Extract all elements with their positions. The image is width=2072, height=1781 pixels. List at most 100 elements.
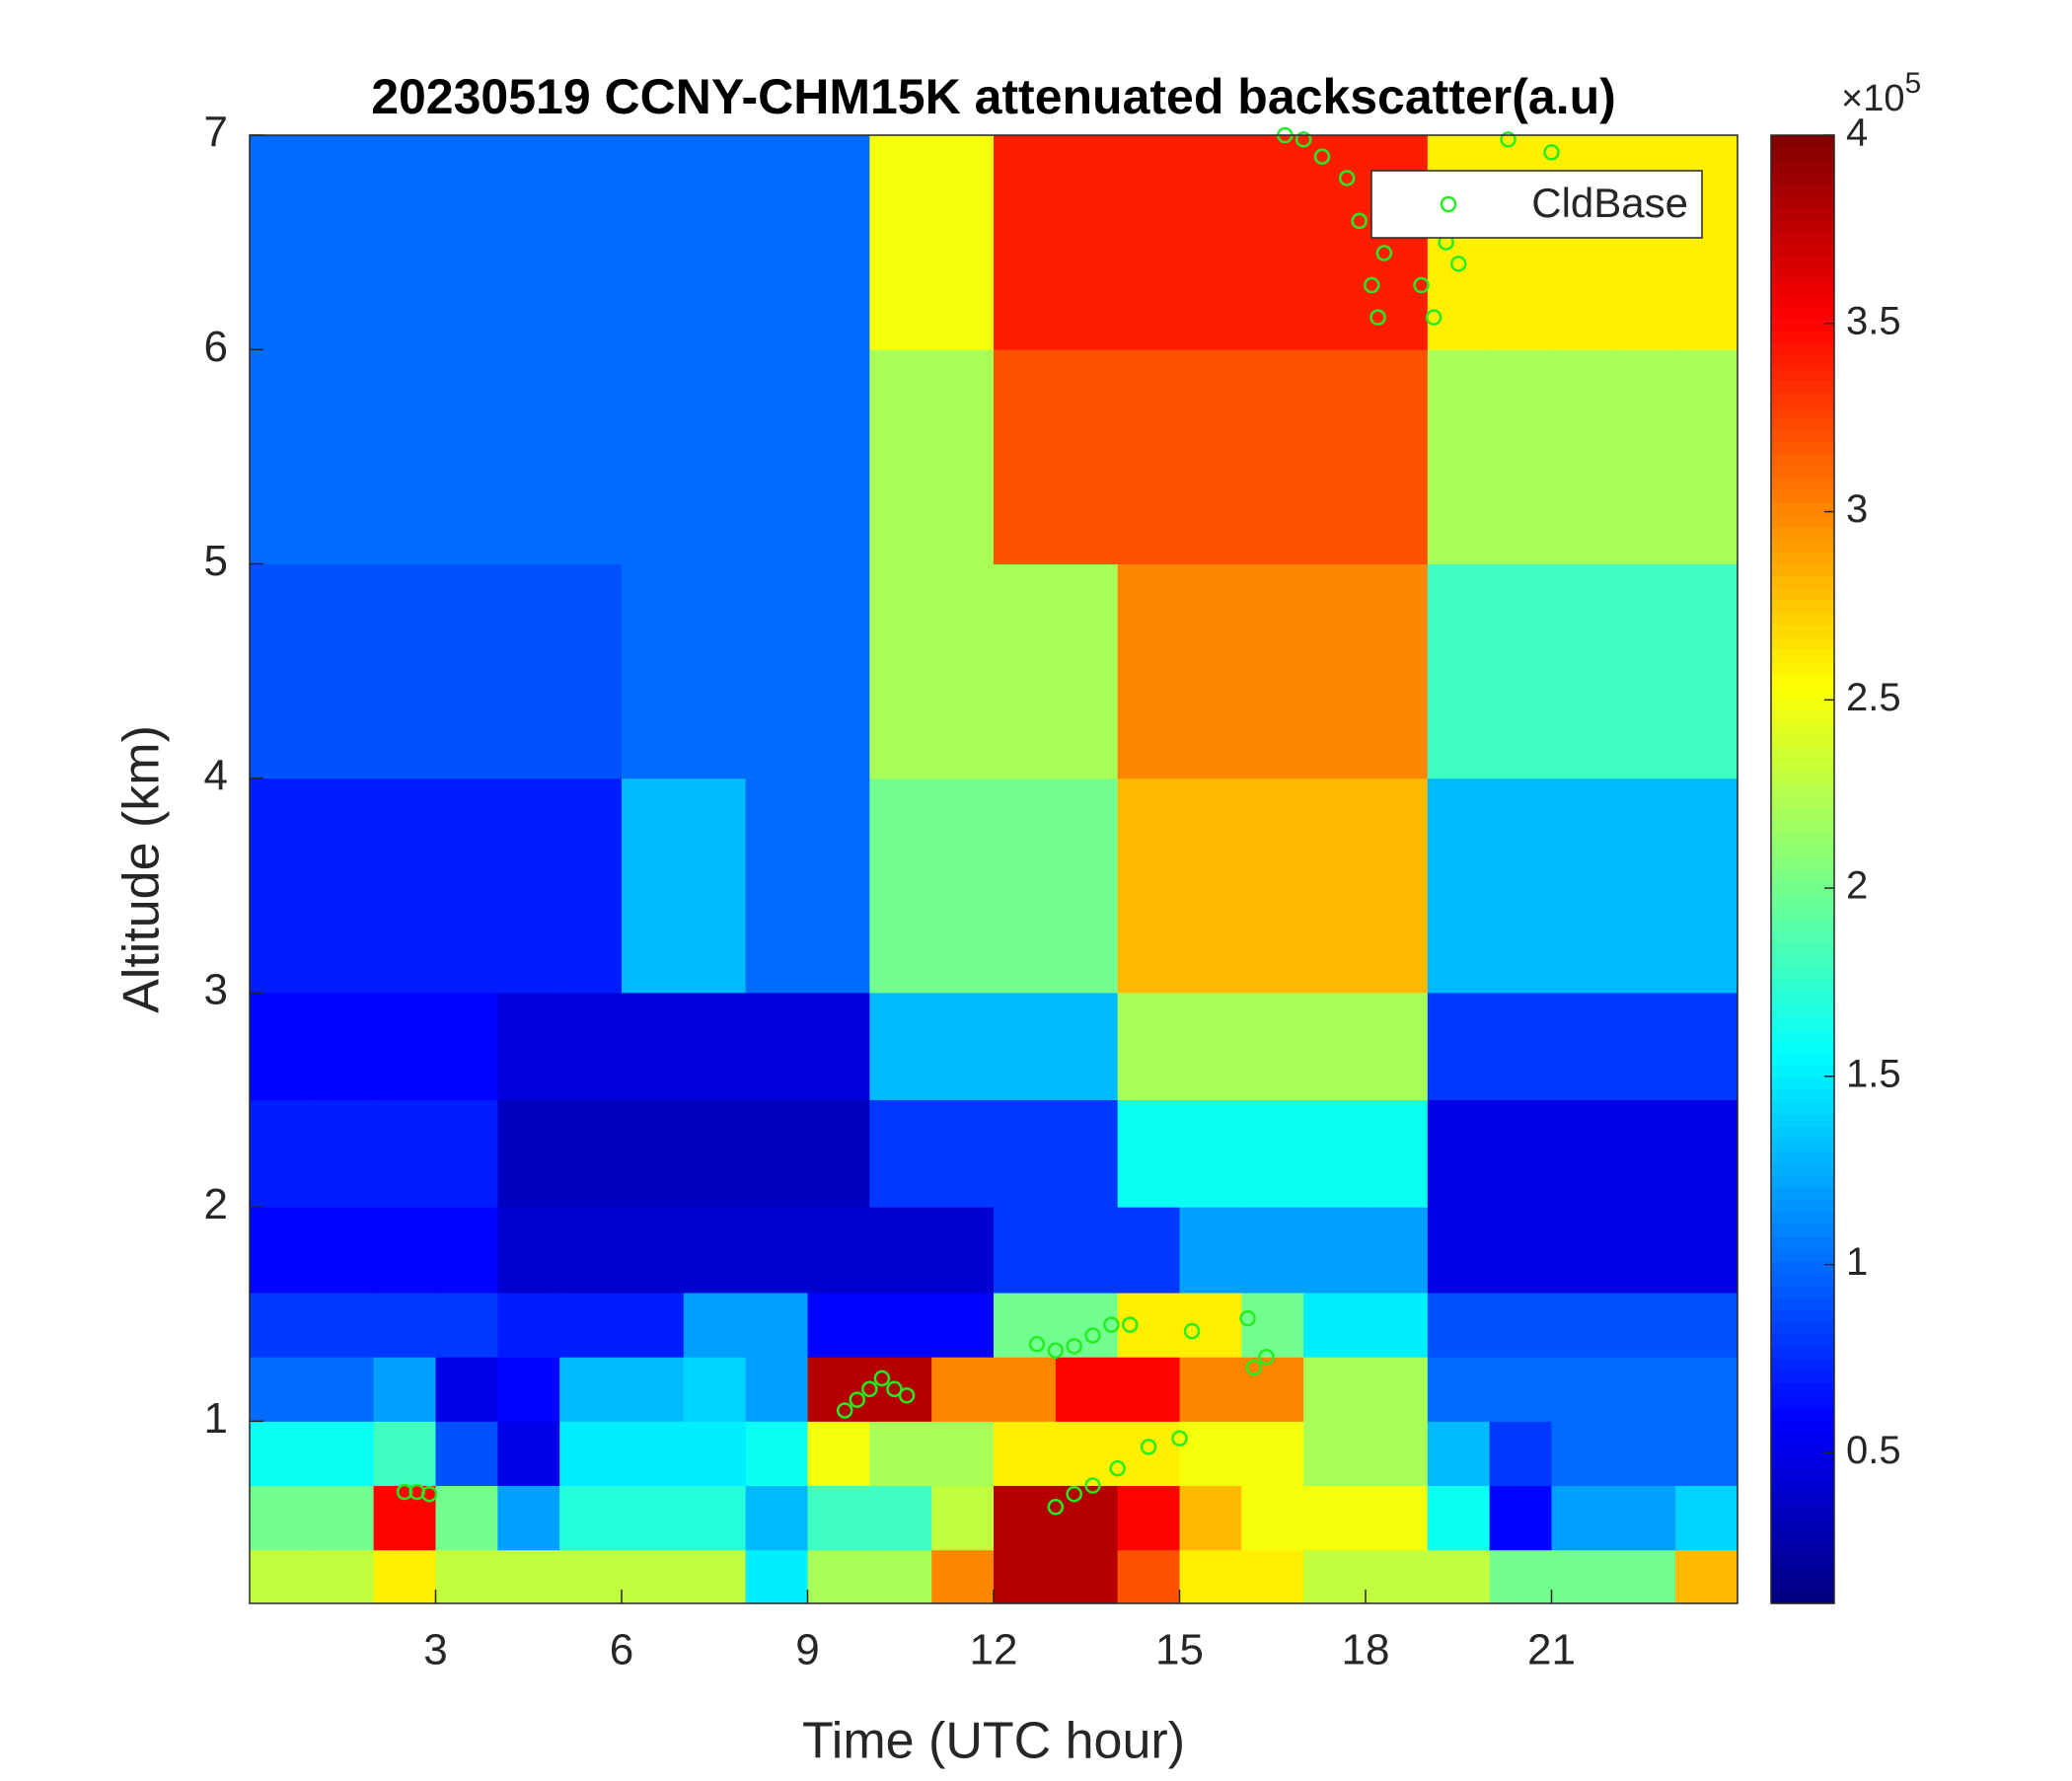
heatmap-cell: [373, 1549, 436, 1604]
heatmap-cell: [250, 992, 313, 1101]
colorbar-swatch: [1771, 1187, 1834, 1201]
heatmap-cell: [1489, 135, 1552, 350]
heatmap-cell: [250, 349, 313, 564]
cloud-base-point: [420, 1485, 438, 1503]
heatmap-cell: [1427, 1357, 1491, 1422]
heatmap-cell: [1241, 1549, 1304, 1604]
colorbar-swatch: [1771, 979, 1834, 993]
heatmap-cell: [1366, 1357, 1429, 1422]
heatmap-cell: [1427, 778, 1491, 994]
heatmap-cell: [497, 563, 560, 779]
colorbar-swatch: [1771, 1542, 1834, 1555]
heatmap-cell: [1179, 1485, 1242, 1551]
heatmap-cell: [994, 349, 1057, 564]
heatmap-cell: [559, 1099, 623, 1208]
colorbar-frame: [1770, 134, 1835, 1604]
colorbar-swatch: [1771, 269, 1834, 283]
colorbar-swatch: [1771, 306, 1834, 320]
heatmap-cell: [869, 135, 932, 350]
colorbar-swatch: [1771, 1003, 1834, 1017]
colorbar-swatch: [1771, 942, 1834, 956]
heatmap-cell: [497, 1549, 560, 1604]
colorbar-swatch: [1771, 1199, 1834, 1213]
heatmap-cell: [1427, 1293, 1491, 1358]
heatmap-cell: [1241, 1357, 1304, 1422]
heatmap-cell: [1427, 1549, 1491, 1604]
heatmap-cell: [1366, 1549, 1429, 1604]
heatmap-cell: [1241, 1099, 1304, 1208]
heatmap-cell: [1613, 992, 1676, 1101]
heatmap-cell: [1179, 1099, 1242, 1208]
y-tick-label: 7: [204, 109, 228, 157]
heatmap-cell: [1366, 563, 1429, 779]
multiplier-base: ×10: [1841, 78, 1904, 119]
heatmap-cell: [373, 563, 436, 779]
heatmap-cell: [931, 135, 995, 350]
heatmap-cell: [622, 1549, 685, 1604]
colorbar-swatch: [1771, 734, 1834, 748]
heatmap-cell: [435, 349, 498, 564]
heatmap-cell: [1675, 1421, 1739, 1487]
cloud-base-point: [873, 1370, 891, 1387]
heatmap-cell: [373, 992, 436, 1101]
colorbar-swatch: [1771, 661, 1834, 675]
heatmap-cell: [1613, 135, 1676, 350]
heatmap-cell: [373, 135, 436, 350]
heatmap-cell: [250, 1293, 313, 1358]
heatmap-cell: [683, 1099, 747, 1208]
colorbar-swatch: [1771, 709, 1834, 723]
colorbar-swatch: [1771, 355, 1834, 369]
colorbar-swatch: [1771, 514, 1834, 528]
colorbar-swatch: [1771, 404, 1834, 417]
heatmap-cell: [1675, 1357, 1739, 1422]
heatmap-cell: [1427, 1421, 1491, 1487]
heatmap-cell: [807, 349, 870, 564]
heatmap-cell: [1179, 135, 1242, 350]
heatmap-cell: [1303, 563, 1367, 779]
heatmap-cell: [1489, 1293, 1552, 1358]
heatmap-cell: [1613, 1207, 1676, 1294]
heatmap-cell: [745, 778, 808, 994]
heatmap-cell: [745, 349, 808, 564]
heatmap-cell: [807, 563, 870, 779]
cloud-base-point: [1121, 1316, 1139, 1333]
heatmap-cell: [807, 1207, 870, 1294]
colorbar-swatch: [1771, 1015, 1834, 1029]
colorbar-swatch: [1771, 1126, 1834, 1140]
colorbar-swatch: [1771, 1101, 1834, 1115]
heatmap-cell: [497, 992, 560, 1101]
heatmap-cell: [497, 135, 560, 350]
cloud-base-point: [1084, 1327, 1101, 1344]
heatmap-cell: [994, 1421, 1057, 1487]
cloud-base-point: [1295, 131, 1312, 148]
heatmap-cell: [1055, 1357, 1119, 1422]
x-tick-label: 3: [423, 1626, 447, 1674]
heatmap-cell: [1675, 1207, 1739, 1294]
heatmap-cell: [1179, 778, 1242, 994]
cloud-base-point: [1103, 1316, 1120, 1333]
cloud-base-point: [1500, 131, 1517, 148]
heatmap-cell: [250, 1421, 313, 1487]
heatmap-cell: [1675, 1293, 1739, 1358]
heatmap-cell: [373, 778, 436, 994]
heatmap-cell: [1427, 135, 1491, 350]
cloud-base-point: [1245, 1359, 1263, 1376]
heatmap-cell: [1055, 1549, 1119, 1604]
colorbar-swatch: [1771, 220, 1834, 234]
heatmap-cell: [497, 1293, 560, 1358]
heatmap-cell: [1117, 1099, 1180, 1208]
colorbar-swatch: [1771, 832, 1834, 846]
cloud-base-point: [1258, 1348, 1275, 1366]
heatmap-cell: [1489, 992, 1552, 1101]
colorbar-swatch: [1771, 1224, 1834, 1237]
heatmap-cell: [1489, 563, 1552, 779]
x-tick-label: 15: [1155, 1626, 1204, 1674]
heatmap-cell: [931, 1357, 995, 1422]
heatmap-cell: [1303, 1099, 1367, 1208]
colorbar-swatch: [1771, 196, 1834, 209]
colorbar-swatch: [1771, 428, 1834, 442]
heatmap-cell: [250, 1549, 313, 1604]
colorbar-swatch: [1771, 930, 1834, 943]
cloud-base-point: [1313, 148, 1331, 165]
